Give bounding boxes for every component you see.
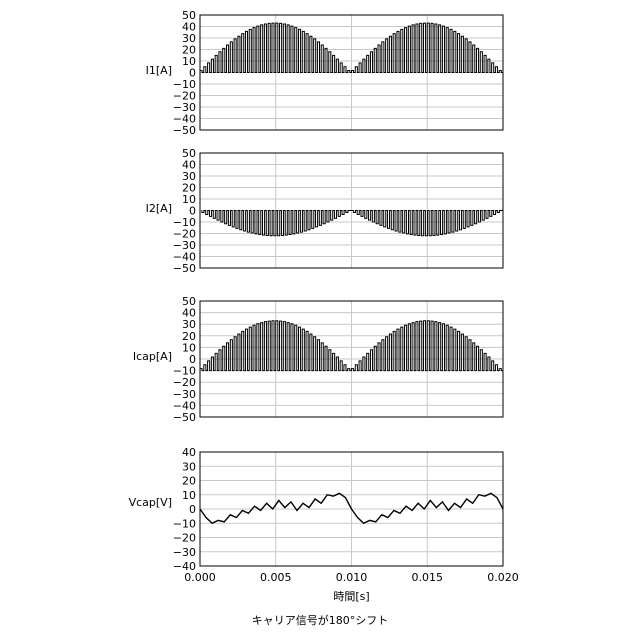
x-tick-label: 0.000 bbox=[184, 571, 216, 584]
y-tick-label: 10 bbox=[182, 489, 196, 502]
x-tick-label: 0.020 bbox=[487, 571, 519, 584]
y-tick-label: −10 bbox=[173, 517, 196, 530]
y-tick-label: 0 bbox=[189, 503, 196, 516]
x-tick-label: 0.005 bbox=[260, 571, 292, 584]
series-line bbox=[202, 211, 503, 236]
panel-vcap: 403020100−10−20−30−40 bbox=[173, 446, 503, 573]
ylabel-i2: I2[A] bbox=[42, 202, 172, 215]
y-tick-label: −50 bbox=[173, 411, 196, 424]
y-tick-label: 30 bbox=[182, 460, 196, 473]
ylabel-i1: I1[A] bbox=[42, 64, 172, 77]
x-tick-labels: 0.000 0.005 0.010 0.015 0.020 bbox=[184, 571, 519, 584]
panel-i2: 50403020100−10−20−30−40−50 bbox=[173, 147, 503, 275]
panel-i1: 50403020100−10−20−30−40−50 bbox=[173, 9, 503, 137]
y-tick-label: −50 bbox=[173, 262, 196, 275]
x-tick-label: 0.015 bbox=[412, 571, 444, 584]
y-tick-label: −20 bbox=[173, 532, 196, 545]
y-tick-label: 20 bbox=[182, 475, 196, 488]
ylabel-vcap: Vcap[V] bbox=[42, 496, 172, 509]
ylabel-icap: Icap[A] bbox=[42, 350, 172, 363]
x-axis-label: 時間[s] bbox=[200, 588, 503, 604]
x-tick-label: 0.010 bbox=[336, 571, 368, 584]
panel-icap: 50403020100−10−20−30−40−50 bbox=[173, 295, 503, 424]
y-tick-label: −30 bbox=[173, 546, 196, 559]
figure-caption: キャリア信号が180°シフト bbox=[0, 612, 640, 628]
y-tick-label: −50 bbox=[173, 124, 196, 137]
y-tick-label: 40 bbox=[182, 446, 196, 459]
